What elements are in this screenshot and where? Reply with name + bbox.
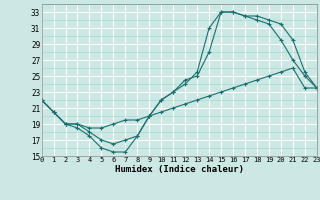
X-axis label: Humidex (Indice chaleur): Humidex (Indice chaleur) [115,165,244,174]
